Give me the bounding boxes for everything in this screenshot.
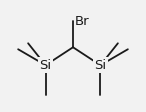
Text: Si: Si: [94, 59, 106, 72]
Text: Br: Br: [75, 15, 90, 28]
Text: Si: Si: [40, 59, 52, 72]
